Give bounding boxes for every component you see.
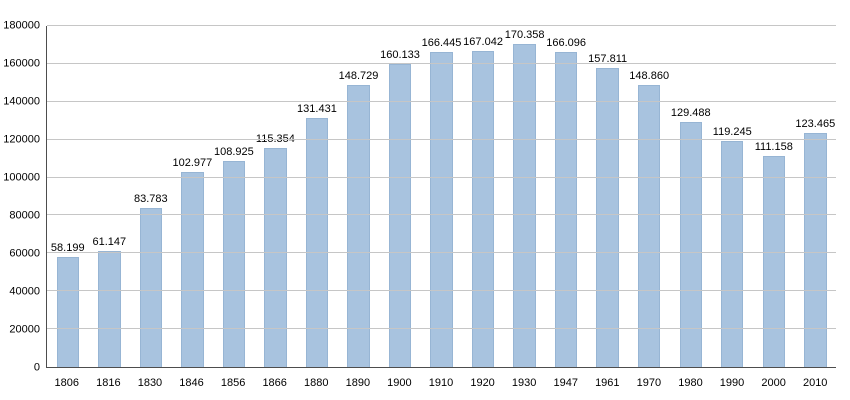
y-tick-label: 60000: [9, 247, 40, 260]
y-tick-label: 160000: [3, 57, 40, 70]
bar-1866: 115.354: [256, 134, 295, 367]
bar-slot-1920: 167.042: [462, 26, 504, 367]
bar-1890: 148.729: [339, 71, 378, 367]
bar-1806: 58.199: [51, 242, 85, 367]
x-tick-label: 1980: [678, 377, 703, 389]
bar-value-label: 166.096: [546, 37, 587, 50]
bar-slot-1980: 129.488: [670, 26, 712, 367]
bar-1970: 148.860: [629, 71, 669, 367]
bar-slot-1866: 115.354: [255, 26, 297, 367]
bar-value-label: 129.488: [670, 106, 711, 119]
y-tick-label: 120000: [3, 133, 40, 146]
bar-2000: 111.158: [755, 142, 793, 367]
x-tick-label: 1806: [54, 377, 80, 389]
bar-value-label: 160.133: [380, 48, 420, 61]
bar-2010: 123.465: [795, 119, 835, 367]
bar-value-label: 170.358: [504, 29, 545, 42]
bar-slot-1947: 166.096: [545, 26, 587, 367]
x-tick-label: 1910: [428, 377, 454, 389]
bar-value-label: 111.158: [754, 141, 793, 154]
x-tick-label: 1900: [387, 377, 412, 389]
x-tick-label: 2010: [802, 377, 828, 389]
x-tick-label: 1970: [636, 377, 662, 389]
x-tick-label: 1866: [262, 377, 287, 389]
gridline: [47, 100, 836, 102]
y-tick-label: 40000: [9, 285, 40, 298]
gridline: [47, 214, 836, 216]
bar-slot-2000: 111.158: [753, 26, 795, 367]
bar-value-label: 131.431: [297, 103, 337, 116]
bar-value-label: 83.783: [133, 193, 168, 206]
bar-slot-1900: 160.133: [379, 26, 421, 367]
y-axis: 0 20000 40000 60000 80000 100000 120000 140000 1…: [0, 20, 44, 373]
bar-value-label: 102.977: [172, 156, 213, 169]
bar-slot-2010: 123.465: [795, 26, 837, 367]
bar-slot-1856: 108.925: [213, 26, 255, 367]
y-tick-label: 20000: [9, 323, 40, 336]
bar-1846: 102.977: [172, 157, 212, 367]
y-tick-label: 100000: [3, 171, 40, 184]
x-tick-label: 1930: [511, 377, 537, 389]
bar-slot-1970: 148.860: [628, 26, 670, 367]
bar-1856: 108.925: [214, 146, 254, 367]
bar-value-label: 166.445: [421, 36, 462, 49]
x-tick-label: 2000: [761, 377, 786, 389]
bar-1980: 129.488: [671, 107, 711, 367]
bar-value-label: 157.811: [588, 53, 628, 66]
gridline: [47, 328, 836, 330]
bar-value-label: 61.147: [92, 236, 127, 249]
gridline: [47, 138, 836, 140]
bar-1961: 157.811: [588, 54, 627, 367]
x-tick-label: 1880: [304, 377, 329, 389]
x-tick-label: 1920: [470, 377, 495, 389]
bar-slot-1816: 61.147: [89, 26, 131, 367]
gridline: [47, 25, 836, 26]
bar-slot-1990: 119.245: [712, 26, 754, 367]
bar-1910: 166.445: [422, 37, 461, 367]
bar-slot-1830: 83.783: [130, 26, 172, 367]
y-tick-label: 80000: [9, 209, 40, 222]
x-tick-label: 1846: [179, 377, 204, 389]
bar-value-label: 148.729: [338, 70, 379, 83]
x-tick-label: 1890: [345, 377, 371, 389]
x-tick-label: 1816: [96, 377, 121, 389]
x-axis: 1806 1816 1830 1846 1856 1866 1880 1890 1900 1910…: [46, 375, 836, 391]
bar-value-label: 148.860: [629, 70, 670, 82]
bar-1816: 61.147: [92, 237, 126, 367]
bar-1947: 166.096: [546, 38, 586, 367]
bar-1990: 119.245: [713, 127, 752, 367]
bar-value-label: 123.465: [795, 118, 836, 131]
y-tick-label: 140000: [3, 95, 40, 108]
bar-slot-1910: 166.445: [421, 26, 463, 367]
bar-1880: 131.431: [297, 104, 337, 367]
x-tick-label: 1990: [719, 377, 745, 389]
bar-1930: 170.358: [505, 30, 544, 367]
bar-slot-1930: 170.358: [504, 26, 546, 367]
x-tick-label: 1947: [553, 377, 578, 389]
y-tick-label: 180000: [3, 19, 40, 32]
x-tick-label: 1856: [220, 377, 246, 389]
bar-slot-1890: 148.729: [338, 26, 380, 367]
bar-value-label: 119.245: [712, 126, 752, 139]
bar-value-label: 108.925: [213, 145, 254, 158]
gridline: [47, 176, 836, 178]
gridline: [47, 252, 836, 254]
x-tick-label: 1961: [595, 377, 620, 389]
bar-value-label: 115.354: [256, 134, 295, 145]
bar-1920: 167.042: [463, 36, 503, 367]
bar-slot-1961: 157.811: [587, 26, 629, 367]
bar-value-label: 58.199: [50, 241, 85, 254]
bar-slot-1846: 102.977: [172, 26, 214, 367]
bar-value-label: 167.042: [463, 35, 503, 48]
bar-slot-1806: 58.199: [47, 26, 89, 367]
x-tick-label: 1830: [137, 377, 163, 389]
gridline: [47, 62, 836, 64]
bar-1830: 83.783: [134, 194, 168, 367]
y-tick-label: 0: [33, 361, 40, 374]
gridline: [47, 290, 836, 292]
bar-slot-1880: 131.431: [296, 26, 338, 367]
